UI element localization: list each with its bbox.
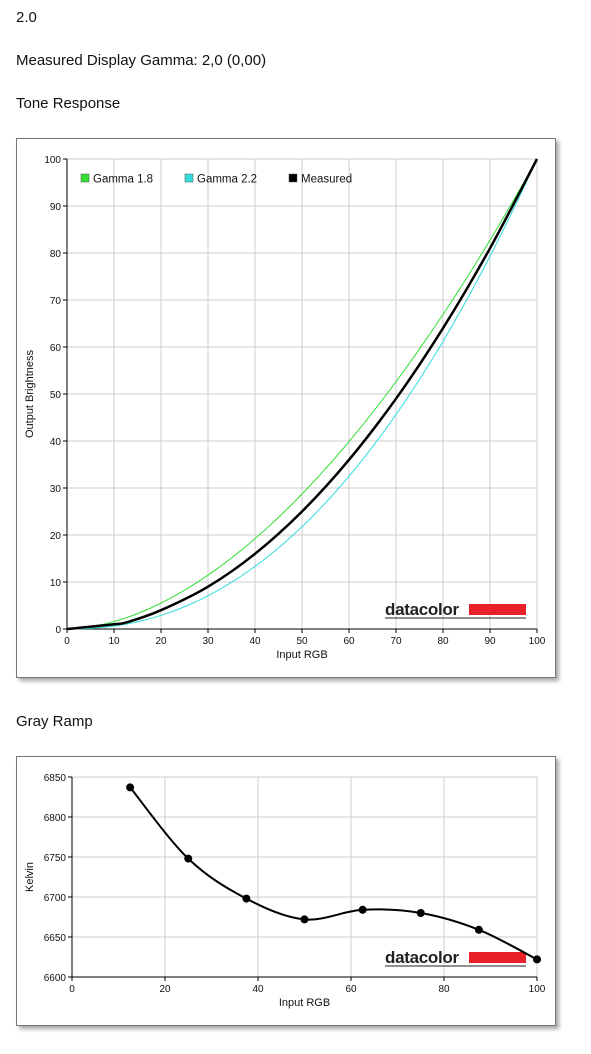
- tone-response-heading: Tone Response: [16, 95, 121, 112]
- x-tick-label: 10: [108, 636, 120, 647]
- data-point: [126, 783, 135, 792]
- version-label: 2.0: [16, 9, 37, 26]
- legend-label-gamma-1-8: Gamma 1.8: [93, 174, 153, 186]
- datacolor-logo-bar: [469, 952, 526, 963]
- datacolor-logo-bar: [469, 604, 526, 615]
- y-tick-label: 60: [50, 343, 62, 354]
- series-line-gamma-1-8: [66, 158, 538, 630]
- x-tick-label: 0: [69, 984, 75, 995]
- series-line-gamma-2-2: [66, 158, 538, 630]
- gray-ramp-heading: Gray Ramp: [16, 713, 93, 730]
- y-tick-label: 20: [50, 531, 62, 542]
- x-tick-label: 40: [249, 636, 261, 647]
- legend-swatch-gamma-1-8: [80, 173, 90, 183]
- x-tick-label: 60: [345, 984, 357, 995]
- y-tick-label: 90: [50, 202, 62, 213]
- y-tick-label: 10: [50, 578, 62, 589]
- legend-swatch-gamma-2-2: [184, 173, 194, 183]
- x-tick-label: 0: [64, 636, 70, 647]
- tone-response-chart: 0 10 20 30 40 50 60 70 80 90 100 0 10 20 30 40 50 60 70 80 9…: [16, 138, 556, 678]
- datacolor-logo-text: datacolor: [385, 600, 460, 619]
- data-point: [474, 925, 483, 934]
- x-axis-title: Input RGB: [279, 997, 330, 1009]
- series-line-kelvin: [129, 786, 538, 961]
- x-tick-label: 100: [529, 636, 546, 647]
- x-axis-title: Input RGB: [276, 649, 327, 661]
- gray-ramp-svg: 0 20 40 60 80 100 6600 6650 6700 6750 6800 6850 Inpu…: [24, 773, 546, 1009]
- data-point: [416, 909, 425, 917]
- data-point: [242, 894, 251, 903]
- x-tick-label: 100: [529, 984, 546, 995]
- gray-ramp-chart: 0 20 40 60 80 100 6600 6650 6700 6750 6800 6850 Inpu…: [16, 756, 556, 1026]
- x-tick-label: 70: [390, 636, 402, 647]
- y-tick-label: 6650: [44, 933, 67, 944]
- x-tick-label: 40: [252, 984, 264, 995]
- y-axis-title: Output Brightness: [24, 349, 36, 438]
- x-tick-label: 50: [296, 636, 308, 647]
- legend-label-gamma-2-2: Gamma 2.2: [197, 174, 257, 186]
- data-point: [533, 955, 541, 964]
- x-tick-label: 90: [484, 636, 496, 647]
- y-axis-title: Kelvin: [24, 862, 36, 892]
- legend-label-measured: Measured: [301, 174, 352, 186]
- data-point: [358, 905, 367, 914]
- tone-response-svg: 0 10 20 30 40 50 60 70 80 90 100 0 10 20 30 40 50 60 70 80 9…: [24, 155, 546, 661]
- x-tick-label: 30: [202, 636, 214, 647]
- y-tick-label: 80: [50, 249, 62, 260]
- series-line-measured: [66, 158, 539, 631]
- data-point: [300, 915, 309, 924]
- y-tick-label: 6800: [44, 813, 67, 824]
- legend-swatch-measured: [288, 173, 298, 183]
- y-tick-label: 40: [50, 437, 62, 448]
- x-tick-label: 80: [438, 984, 450, 995]
- y-tick-label: 0: [55, 625, 61, 636]
- datacolor-logo-text: datacolor: [385, 948, 460, 967]
- data-point: [184, 854, 193, 863]
- y-tick-label: 100: [44, 155, 61, 166]
- y-tick-label: 6850: [44, 773, 67, 784]
- y-tick-label: 50: [50, 390, 62, 401]
- measured-gamma-text: Measured Display Gamma: 2,0 (0,00): [16, 52, 267, 69]
- y-tick-label: 6700: [44, 893, 67, 904]
- y-tick-label: 6750: [44, 853, 67, 864]
- x-tick-label: 80: [437, 636, 449, 647]
- x-tick-label: 20: [155, 636, 167, 647]
- y-tick-label: 70: [50, 296, 62, 307]
- y-tick-label: 30: [50, 484, 62, 495]
- x-tick-label: 60: [343, 636, 355, 647]
- y-tick-label: 6600: [44, 973, 67, 984]
- x-tick-label: 20: [159, 984, 171, 995]
